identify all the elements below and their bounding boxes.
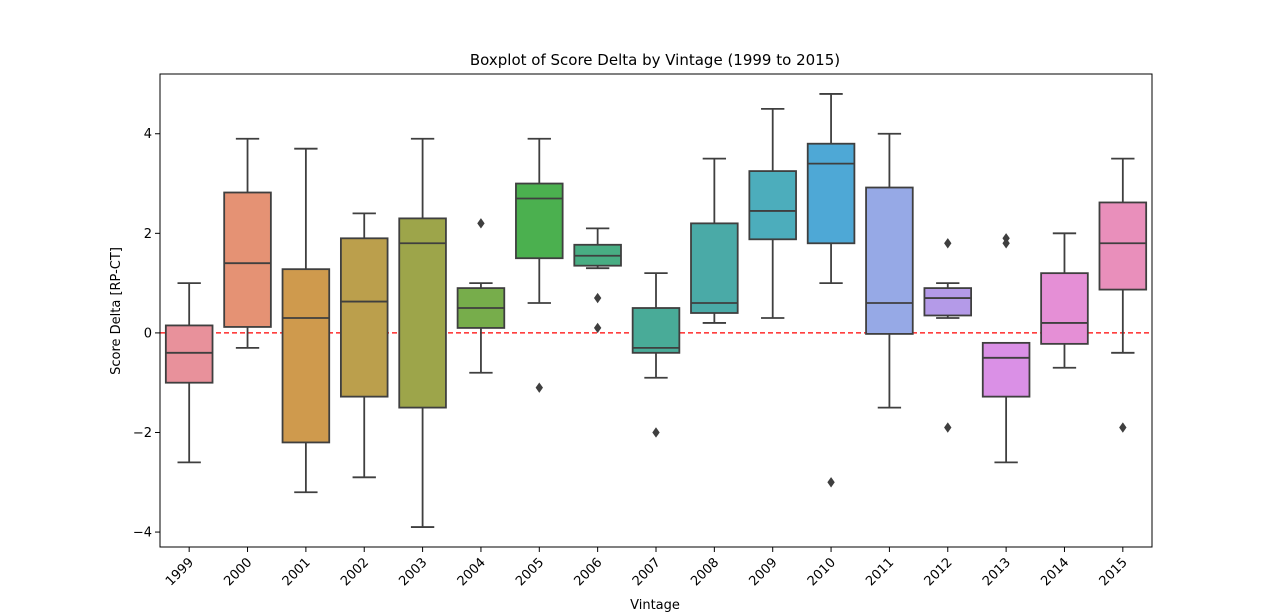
iqr-box — [981, 341, 1031, 398]
x-tick-label: 2001 — [280, 555, 314, 589]
box-2010 — [806, 93, 856, 488]
iqr-box — [923, 287, 973, 317]
x-tick-label: 2005 — [513, 555, 547, 589]
y-tick-label: −4 — [133, 526, 152, 541]
box-2003 — [398, 137, 447, 528]
x-tick-label: 2007 — [630, 555, 664, 589]
iqr-box — [1040, 272, 1089, 345]
x-tick-label: 2010 — [805, 555, 839, 589]
x-tick-label: 2011 — [863, 555, 897, 589]
y-axis-label: Score Delta [RP-CT] — [109, 247, 124, 375]
iqr-box — [1098, 201, 1148, 291]
x-tick-label: 2012 — [922, 555, 956, 589]
outlier-point — [944, 422, 952, 433]
y-axis: −4 −2 0 2 4 — [133, 127, 160, 541]
outlier-point — [593, 322, 602, 334]
outlier-point — [535, 382, 543, 393]
iqr-box — [281, 268, 331, 444]
iqr-box — [223, 191, 272, 328]
box-1999 — [164, 282, 214, 464]
box-2002 — [339, 212, 389, 479]
outlier-point — [1119, 422, 1127, 433]
box-2008 — [690, 157, 739, 324]
iqr-box — [690, 222, 739, 314]
y-tick-label: 4 — [144, 127, 152, 142]
box-2015 — [1098, 157, 1148, 433]
box-2001 — [281, 147, 331, 494]
x-axis: 1999 2000 2001 2002 2003 2004 2005 2006 2007 2008… — [163, 547, 1131, 589]
iqr-box — [164, 324, 214, 384]
x-tick-label: 2009 — [747, 555, 781, 589]
x-tick-label: 2002 — [338, 555, 372, 589]
outlier-point — [827, 477, 835, 488]
iqr-box — [339, 237, 389, 398]
x-tick-label: 2014 — [1038, 555, 1072, 589]
box-2012 — [923, 238, 973, 433]
box-2005 — [515, 137, 564, 393]
iqr-box — [748, 170, 797, 241]
iqr-box — [865, 186, 914, 335]
y-tick-label: 0 — [144, 326, 152, 341]
chart-title: Boxplot of Score Delta by Vintage (1999 … — [470, 51, 840, 69]
box-2000 — [223, 137, 272, 349]
iqr-box — [398, 217, 447, 409]
x-tick-label: 1999 — [163, 555, 197, 589]
y-tick-label: 2 — [144, 227, 152, 242]
outlier-point — [1002, 238, 1010, 249]
y-tick-label: −2 — [133, 426, 152, 441]
x-tick-label: 2006 — [571, 555, 605, 589]
iqr-box — [806, 142, 856, 245]
x-tick-label: 2000 — [221, 555, 255, 589]
outlier-point — [944, 238, 952, 249]
iqr-box — [631, 307, 681, 354]
plot-area — [160, 93, 1152, 528]
x-tick-label: 2004 — [455, 555, 489, 589]
box-2014 — [1040, 232, 1089, 369]
box-2004 — [456, 218, 506, 374]
box-2013 — [981, 233, 1031, 464]
box-2006 — [573, 227, 622, 334]
x-tick-label: 2008 — [688, 555, 722, 589]
box-2007 — [631, 272, 681, 438]
x-tick-label: 2015 — [1097, 555, 1131, 589]
outlier-point — [593, 292, 602, 304]
outlier-point — [477, 218, 485, 229]
box-2011 — [865, 132, 914, 409]
x-tick-label: 2013 — [980, 555, 1014, 589]
x-tick-label: 2003 — [396, 555, 430, 589]
box-2009 — [748, 107, 797, 319]
outlier-point — [652, 427, 660, 438]
x-axis-label: Vintage — [630, 598, 680, 613]
iqr-box — [515, 182, 564, 260]
